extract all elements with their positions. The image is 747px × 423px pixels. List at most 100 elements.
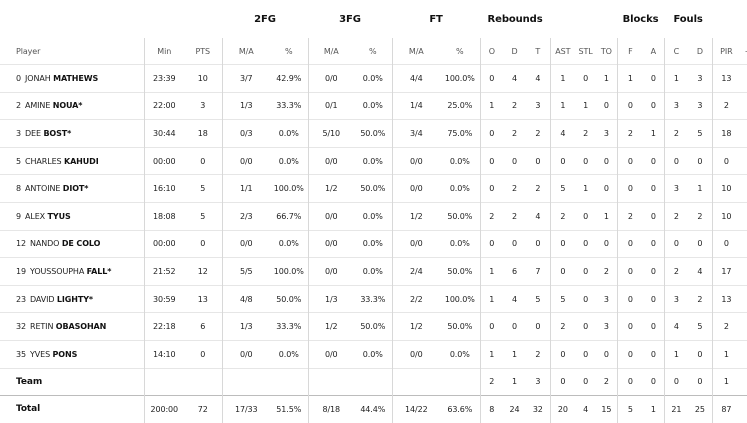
total-reb-o: 8 (479, 395, 504, 423)
player-last-name: MATHEWS (53, 73, 99, 83)
player-row[interactable]: 32 RETIN OBASOHAN 22:18 6 1/3 33.3% 1/2 50.0% 1/… (0, 312, 747, 341)
player-blk-f: 2 (616, 201, 644, 231)
column-header-row: Player Min PTS M/A % M/A % M/A % O D T A… (0, 38, 747, 65)
team-reb-d: 1 (503, 367, 527, 396)
player-name-cell[interactable]: 32 RETIN OBASOHAN (0, 312, 144, 341)
player-row[interactable]: 35 YVES PONS 14:10 0 0/0 0.0% 0/0 0.0% 0/0 0.0% 1 1… (0, 339, 747, 369)
player-number: 35 (16, 349, 26, 359)
player-reb-d: 2 (503, 91, 527, 120)
player-plus-minus (740, 174, 747, 203)
player-number: 8 (16, 184, 21, 194)
player-row[interactable]: 0 JONAH MATHEWS 23:39 10 3/7 42.9% 0/0 0.0% 4/4 1… (0, 64, 747, 93)
column-header-pir[interactable]: PIR (711, 38, 741, 65)
player-foul-c: 4 (663, 312, 689, 341)
column-header-blk-a[interactable]: A (650, 46, 657, 56)
player-reb-o: 0 (479, 229, 504, 258)
player-3fg-pct: 0.0% (354, 64, 393, 93)
column-header-2fg-pct[interactable]: % (285, 46, 293, 56)
column-header-reb-d[interactable]: D (511, 46, 518, 56)
column-header-foul-c[interactable]: C (663, 38, 689, 65)
player-blk-a: 0 (643, 284, 665, 313)
player-reb-o: 0 (479, 64, 504, 93)
column-header-3fg-pct[interactable]: % (369, 46, 377, 56)
player-name-cell[interactable]: 0 JONAH MATHEWS (0, 64, 144, 93)
column-header-ft-ma[interactable]: M/A (391, 38, 441, 65)
player-last-name: DE COLO (61, 239, 101, 249)
player-3fg-ma: 0/0 (307, 64, 355, 93)
player-name-cell[interactable]: 23 DAVID LIGHTY* (0, 284, 144, 313)
player-pts: 13 (184, 284, 222, 313)
player-name-cell[interactable]: 2 AMINE NOUA* (0, 91, 144, 120)
player-blk-f: 0 (616, 339, 644, 369)
player-reb-t: 0 (526, 146, 551, 175)
player-blk-f: 1 (616, 64, 644, 93)
player-2fg-pct: 42.9% (270, 64, 309, 93)
column-header-foul-d[interactable]: D (696, 46, 703, 56)
player-name-cell[interactable]: 19 YOUSSOUPHA FALL* (0, 257, 144, 286)
player-plus-minus (740, 91, 747, 120)
column-header-ast[interactable]: AST (549, 38, 576, 65)
player-row[interactable]: 12 NANDO DE COLO 00:00 0 0/0 0.0% 0/0 0.0% 0/0 0.… (0, 229, 747, 258)
player-name-cell[interactable]: 35 YVES PONS (0, 339, 144, 369)
player-reb-o: 1 (479, 257, 504, 286)
player-first-name: DAVID (29, 294, 55, 304)
column-header-3fg-ma[interactable]: M/A (307, 38, 355, 65)
column-header-blk-f[interactable]: F (616, 38, 644, 65)
player-plus-minus (740, 339, 747, 369)
player-pir: 10 (711, 201, 741, 231)
player-name-cell[interactable]: 9 ALEX TYUS (0, 201, 144, 231)
player-row[interactable]: 2 AMINE NOUA* 22:00 3 1/3 33.3% 0/1 0.0% 1/4 25.0… (0, 91, 747, 120)
player-reb-d: 0 (503, 229, 527, 258)
player-ast: 0 (549, 339, 576, 369)
player-row[interactable]: 23 DAVID LIGHTY* 30:59 13 4/8 50.0% 1/3 33.3% 2/… (0, 284, 747, 313)
player-blk-a: 0 (643, 257, 665, 286)
column-header-stl[interactable]: STL (578, 46, 593, 56)
team-2fg-ma (221, 367, 270, 396)
column-header-2fg-ma[interactable]: M/A (221, 38, 270, 65)
total-pts: 72 (184, 395, 222, 423)
player-row[interactable]: 3 DEE BOST* 30:44 18 0/3 0.0% 5/10 50.0% 3/4 75.0… (0, 119, 747, 148)
player-3fg-pct: 0.0% (354, 146, 393, 175)
column-header-pts[interactable]: PTS (195, 46, 211, 56)
player-name-cell[interactable]: 5 CHARLES KAHUDI (0, 146, 144, 175)
player-blk-a: 0 (643, 312, 665, 341)
total-label: Total (0, 395, 144, 423)
player-ft-ma: 1/4 (391, 91, 441, 120)
column-header-to[interactable]: TO (600, 46, 612, 56)
player-3fg-ma: 0/0 (307, 339, 355, 369)
player-ft-ma: 0/0 (391, 174, 441, 203)
player-reb-t: 7 (526, 257, 551, 286)
total-ast: 20 (549, 395, 576, 423)
player-plus-minus (740, 146, 747, 175)
player-pts: 0 (184, 339, 222, 369)
player-min: 22:18 (143, 312, 184, 341)
column-header-min[interactable]: Min (143, 38, 184, 65)
column-header-reb-o[interactable]: O (479, 38, 504, 65)
group-header-empty (740, 0, 747, 38)
player-blk-f: 0 (616, 229, 644, 258)
player-number: 23 (16, 294, 26, 304)
player-name-cell[interactable]: 8 ANTOINE DIOT* (0, 174, 144, 203)
player-reb-t: 2 (526, 119, 551, 148)
player-plus-minus (740, 229, 747, 258)
column-header-player[interactable]: Player (16, 46, 41, 56)
player-number: 12 (16, 239, 26, 249)
player-plus-minus (740, 119, 747, 148)
player-to: 3 (596, 119, 618, 148)
player-reb-o: 0 (479, 146, 504, 175)
column-header-plus-minus[interactable]: +/- (740, 38, 747, 65)
player-rows: 0 JONAH MATHEWS 23:39 10 3/7 42.9% 0/0 0.0% 4/4 1… (0, 64, 747, 423)
player-name-cell[interactable]: 3 DEE BOST* (0, 119, 144, 148)
column-header-ft-pct[interactable]: % (456, 46, 464, 56)
player-row[interactable]: 19 YOUSSOUPHA FALL* 21:52 12 5/5 100.0% 0/0 0.0… (0, 257, 747, 286)
team-stl: 0 (575, 367, 597, 396)
player-row[interactable]: 9 ALEX TYUS 18:08 5 2/3 66.7% 0/0 0.0% 1/2 50.0% 2… (0, 201, 747, 231)
player-pir: 18 (711, 119, 741, 148)
player-row[interactable]: 8 ANTOINE DIOT* 16:10 5 1/1 100.0% 1/2 50.0% 0/0… (0, 174, 747, 203)
player-foul-c: 3 (663, 174, 689, 203)
total-plus-minus (740, 395, 747, 423)
player-row[interactable]: 5 CHARLES KAHUDI 00:00 0 0/0 0.0% 0/0 0.0% 0/0 0.… (0, 146, 747, 175)
player-name-cell[interactable]: 12 NANDO DE COLO (0, 229, 144, 258)
player-foul-d: 5 (688, 312, 713, 341)
column-header-reb-t[interactable]: T (535, 46, 541, 56)
